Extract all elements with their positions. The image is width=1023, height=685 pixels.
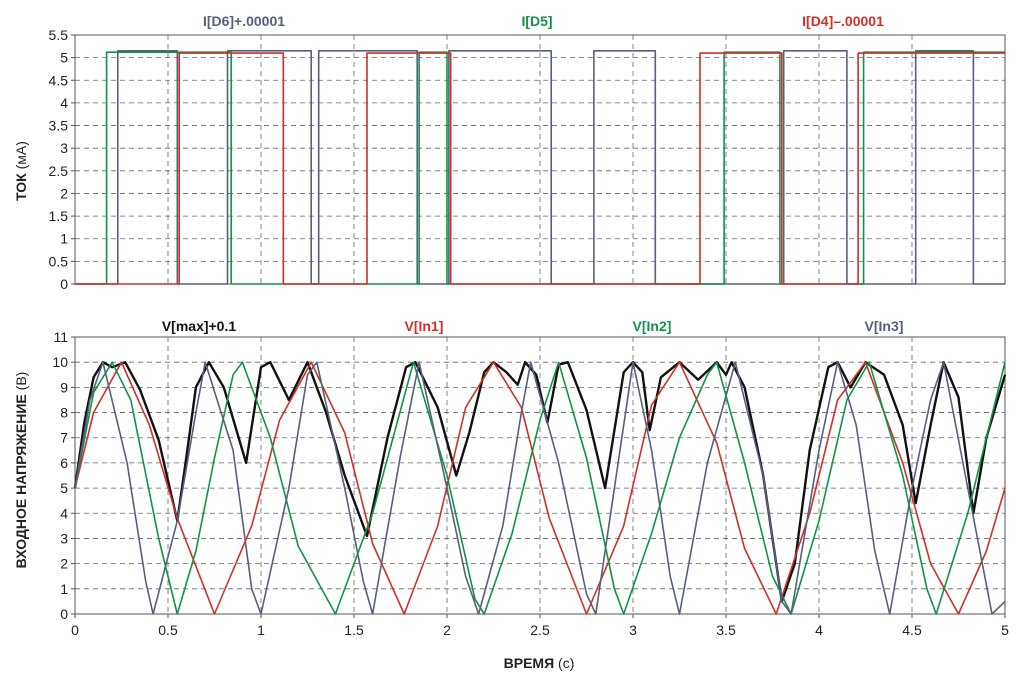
- voltage-x-tick-label: 4.5: [902, 622, 922, 638]
- voltage-x-tick-label: 1: [257, 622, 265, 638]
- current-y-tick-label: 5: [60, 50, 68, 66]
- current-y-tick-label: 4: [60, 95, 68, 111]
- voltage-x-tick-label: 0.5: [158, 622, 178, 638]
- voltage-y-tick-label: 9: [60, 379, 68, 395]
- voltage-y-tick-label: 6: [60, 455, 68, 471]
- voltage-y-tick-label: 4: [60, 505, 68, 521]
- time-axis-title-unit: (с): [554, 655, 574, 671]
- current-y-tick-label: 3: [60, 140, 68, 156]
- voltage-axis-title-unit: (В): [13, 372, 29, 395]
- current-axis-title-unit: (мА): [13, 141, 29, 173]
- current-panel: 0 0.5 1 1.5 2 2.5 3 3.5 4 4.5 5 5.5 I[D6]+.00001 I[D5…: [49, 13, 1006, 292]
- voltage-series-4-line: [74, 361, 1006, 615]
- current-legend-3: I[D4]–.00001: [802, 13, 884, 29]
- current-y-tick-label: 5.5: [49, 27, 69, 43]
- current-series-3-line: [75, 52, 1005, 285]
- voltage-x-tick-label: 2.5: [530, 622, 550, 638]
- voltage-legend-4: V[In3]: [865, 318, 904, 334]
- voltage-y-tick-label: 7: [60, 430, 68, 446]
- voltage-y-tick-label: 2: [60, 556, 68, 572]
- voltage-legend-1: V[max]+0.1: [162, 318, 237, 334]
- current-axis-title-main: ТОК: [13, 173, 29, 201]
- current-y-tick-label: 1: [60, 231, 68, 247]
- voltage-x-tick-label: 4: [815, 622, 823, 638]
- voltage-panel: 0 1 2 3 4 5 6 7 8 9 10 11 0 0.5 1 1.5 2 2.5 3 3.5 4 4.5 5 V[max…: [52, 318, 1009, 638]
- voltage-y-tick-label: 8: [60, 405, 68, 421]
- current-y-tick-label: 2: [60, 185, 68, 201]
- voltage-y-tick-label: 0: [60, 606, 68, 622]
- current-y-tick-label: 3.5: [49, 118, 69, 134]
- voltage-x-tick-label: 3.5: [716, 622, 736, 638]
- current-legend-2: I[D5]: [521, 13, 552, 29]
- voltage-x-tick-label: 0: [71, 622, 79, 638]
- time-axis-title: ВРЕМЯ (с): [504, 655, 575, 671]
- voltage-x-tick-label: 1.5: [344, 622, 364, 638]
- voltage-axis-title-main: ВХОДНОЕ НАПРЯЖЕНИЕ: [13, 394, 29, 568]
- voltage-series-2-line: [74, 361, 1006, 615]
- current-legend-1: I[D6]+.00001: [203, 13, 285, 29]
- current-y-tick-label: 4.5: [49, 72, 69, 88]
- current-y-tick-label: 2.5: [49, 163, 69, 179]
- voltage-legend-3: V[In2]: [633, 318, 672, 334]
- voltage-y-tick-label: 5: [60, 480, 68, 496]
- voltage-y-tick-label: 11: [53, 329, 68, 345]
- voltage-y-tick-label: 10: [52, 354, 68, 370]
- voltage-x-tick-label: 2: [443, 622, 451, 638]
- voltage-axis-title: ВХОДНОЕ НАПРЯЖЕНИЕ (В): [13, 372, 29, 569]
- voltage-y-tick-label: 1: [60, 581, 68, 597]
- current-y-tick-label: 0: [60, 276, 68, 292]
- voltage-x-tick-label: 5: [1001, 622, 1009, 638]
- voltage-y-tick-label: 3: [60, 530, 68, 546]
- current-y-tick-label: 0.5: [49, 253, 69, 269]
- time-axis-title-main: ВРЕМЯ: [504, 655, 555, 671]
- voltage-series-3-line: [74, 361, 1006, 615]
- current-axis-title: ТОК (мА): [13, 141, 29, 201]
- voltage-x-tick-label: 3: [629, 622, 637, 638]
- voltage-legend-2: V[In1]: [405, 318, 444, 334]
- current-y-tick-label: 1.5: [49, 208, 69, 224]
